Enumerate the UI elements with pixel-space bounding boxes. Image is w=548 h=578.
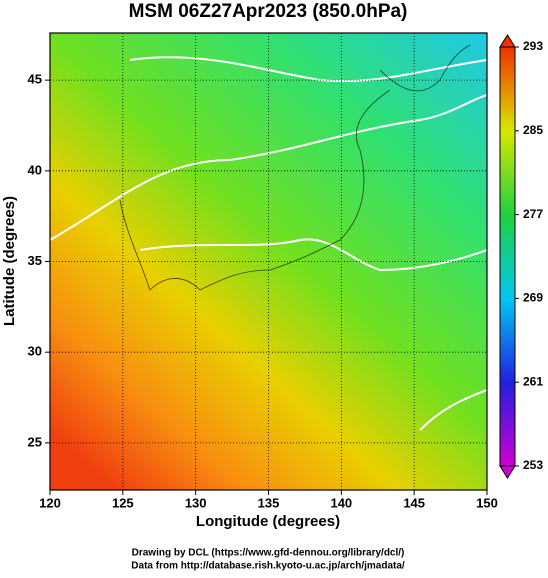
footer: Data from http://database.rish.kyoto-u.a… <box>131 561 405 572</box>
colorbar-tick-label: 261 <box>523 374 543 388</box>
y-tick-label: 45 <box>28 72 42 87</box>
colorbar-tick-label: 293 <box>523 39 543 53</box>
x-tick-label: 125 <box>112 495 134 510</box>
y-axis-label: Latitude (degrees) <box>1 196 18 326</box>
x-tick-label: 150 <box>476 495 498 510</box>
colorbar-extend-bottom <box>499 465 516 479</box>
colorbar-extend-top <box>499 34 516 48</box>
chart-title: MSM 06Z27Apr2023 (850.0hPa) <box>129 1 408 22</box>
colorbar-tick-label: 285 <box>523 123 543 137</box>
footer: Drawing by DCL (https://www.gfd-dennou.o… <box>132 548 405 559</box>
x-tick-label: 145 <box>403 495 425 510</box>
y-tick-label: 35 <box>28 253 42 268</box>
y-tick-label: 40 <box>28 162 42 177</box>
colorbar-tick-label: 269 <box>523 291 543 305</box>
colorbar-tick-label: 277 <box>523 207 543 221</box>
coastlines <box>119 44 471 291</box>
y-tick-label: 30 <box>28 344 42 359</box>
x-tick-label: 120 <box>39 495 61 510</box>
y-tick-label: 25 <box>28 434 42 449</box>
colorbar-tick-label: 253 <box>523 458 543 472</box>
x-tick-label: 140 <box>330 495 352 510</box>
x-axis-label: Longitude (degrees) <box>196 513 340 530</box>
colorbar <box>499 46 516 467</box>
x-tick-label: 130 <box>185 495 207 510</box>
x-tick-label: 135 <box>258 495 280 510</box>
